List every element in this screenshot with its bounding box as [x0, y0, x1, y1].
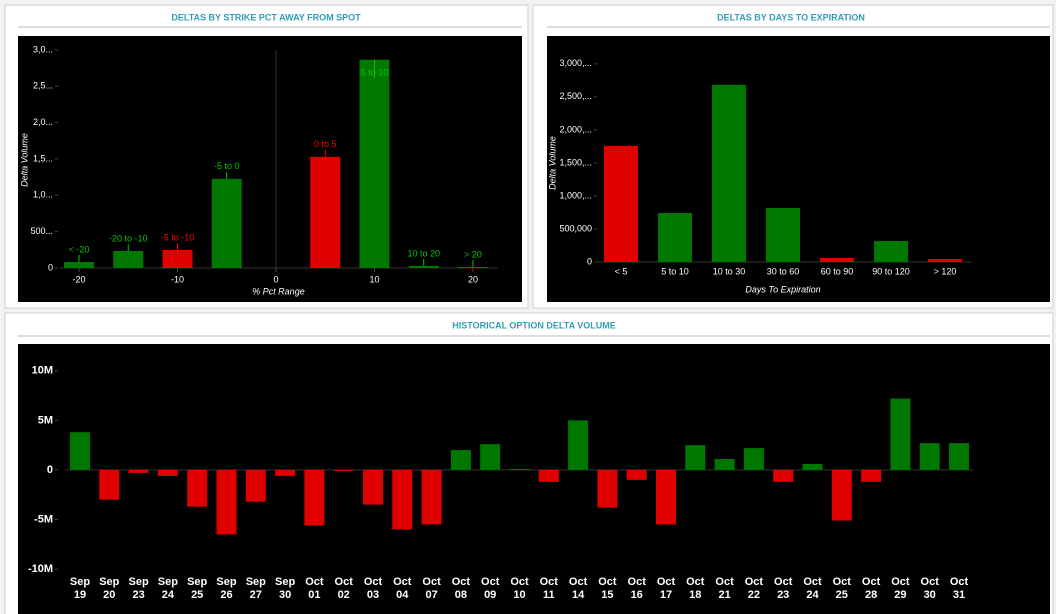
x-tick-label: -10 [171, 274, 184, 284]
y-tick-label: 3,0... [33, 44, 53, 54]
bar [216, 469, 237, 535]
y-tick-label: 0 [587, 256, 592, 266]
y-tick-label: 5M [38, 414, 53, 426]
y-tick-label: 10M [32, 365, 53, 377]
bar [949, 443, 969, 470]
bar [333, 469, 354, 471]
bar [820, 257, 854, 262]
bar [245, 469, 266, 502]
bar [658, 212, 692, 262]
y-tick-label: 500,000 [559, 223, 592, 233]
x-tick-label: -20 [72, 274, 85, 284]
chart-title: DELTAS BY STRIKE PCT AWAY FROM SPOT [171, 12, 361, 22]
x-tick-label: 60 to 90 [821, 266, 854, 276]
bar [890, 398, 911, 470]
bar [480, 444, 501, 470]
bar [538, 469, 559, 482]
bar [685, 445, 706, 470]
bar [211, 178, 242, 268]
bar [773, 469, 794, 482]
bar [714, 459, 735, 470]
bar [766, 207, 800, 262]
bar [392, 469, 413, 530]
bar [113, 250, 144, 268]
y-tick-label: 1,500,... [559, 157, 592, 167]
y-tick-label: 2,5... [33, 81, 53, 91]
bar [99, 469, 120, 500]
bar [597, 469, 618, 508]
y-tick-label: -5M [34, 513, 53, 525]
y-tick-label: 1,0... [33, 190, 53, 200]
x-tick-label: < 5 [615, 266, 628, 276]
y-tick-label: 3,000,... [559, 58, 592, 68]
bar [421, 469, 442, 525]
bar-label: -5 to -10 [161, 232, 195, 242]
bar [802, 463, 823, 470]
bar-label: > 20 [464, 249, 482, 259]
bar [359, 59, 390, 268]
x-tick-label: 0 [273, 274, 278, 284]
bar [157, 469, 178, 476]
chart-title: DELTAS BY DAYS TO EXPIRATION [717, 12, 865, 22]
x-tick-label: 10 to 30 [713, 266, 746, 276]
bar [568, 420, 589, 470]
x-tick-label: 90 to 120 [872, 266, 910, 276]
bar [509, 468, 530, 470]
y-tick-label: 1,000,... [559, 190, 592, 200]
bar [275, 469, 296, 476]
bar [408, 265, 439, 268]
y-tick-label: -10M [28, 563, 53, 575]
bar [63, 261, 94, 268]
bar [604, 145, 638, 262]
bar [861, 469, 882, 482]
bar-label: 0 to 5 [314, 139, 337, 149]
bar-label: -5 to 0 [214, 161, 240, 171]
x-tick-label: 30 to 60 [767, 266, 800, 276]
bar [304, 469, 325, 526]
bar [363, 469, 383, 505]
y-tick-label: 0 [48, 262, 53, 272]
bar [874, 240, 908, 262]
bar [70, 432, 90, 470]
bar-label: 5 to 10 [361, 67, 389, 77]
bar [626, 469, 647, 480]
y-tick-label: 2,500,... [559, 91, 592, 101]
bar [128, 469, 149, 473]
bar-label: 10 to 20 [407, 248, 440, 258]
y-tick-label: 2,000,... [559, 124, 592, 134]
x-tick-label: > 120 [934, 266, 957, 276]
bar [919, 443, 940, 470]
plot-area [18, 344, 1050, 614]
y-tick-label: 1,5... [33, 153, 53, 163]
x-axis-label: % Pct Range [252, 286, 305, 296]
bar [162, 249, 193, 268]
y-axis-label: Delta Volume [547, 136, 557, 190]
y-axis-label: Delta Volume [19, 133, 29, 187]
bar [187, 469, 208, 507]
x-tick-label: 10 [369, 274, 379, 284]
bar [450, 450, 471, 470]
x-axis-label: Days To Expiration [745, 284, 820, 294]
plot-area [18, 36, 522, 302]
y-tick-label: 500... [30, 226, 53, 236]
bar-label: -20 to -10 [109, 233, 148, 243]
y-tick-label: 0 [47, 464, 53, 476]
bar [712, 84, 746, 262]
bar [743, 448, 764, 470]
bar [457, 266, 488, 268]
bar [656, 469, 676, 525]
chart-title: HISTORICAL OPTION DELTA VOLUME [452, 320, 616, 330]
bar [310, 156, 341, 268]
x-tick-label: 5 to 10 [661, 266, 689, 276]
bar-label: < -20 [69, 244, 90, 254]
x-tick-label: 20 [468, 274, 478, 284]
y-tick-label: 2,0... [33, 117, 53, 127]
bar [831, 469, 852, 521]
bar [928, 259, 962, 262]
